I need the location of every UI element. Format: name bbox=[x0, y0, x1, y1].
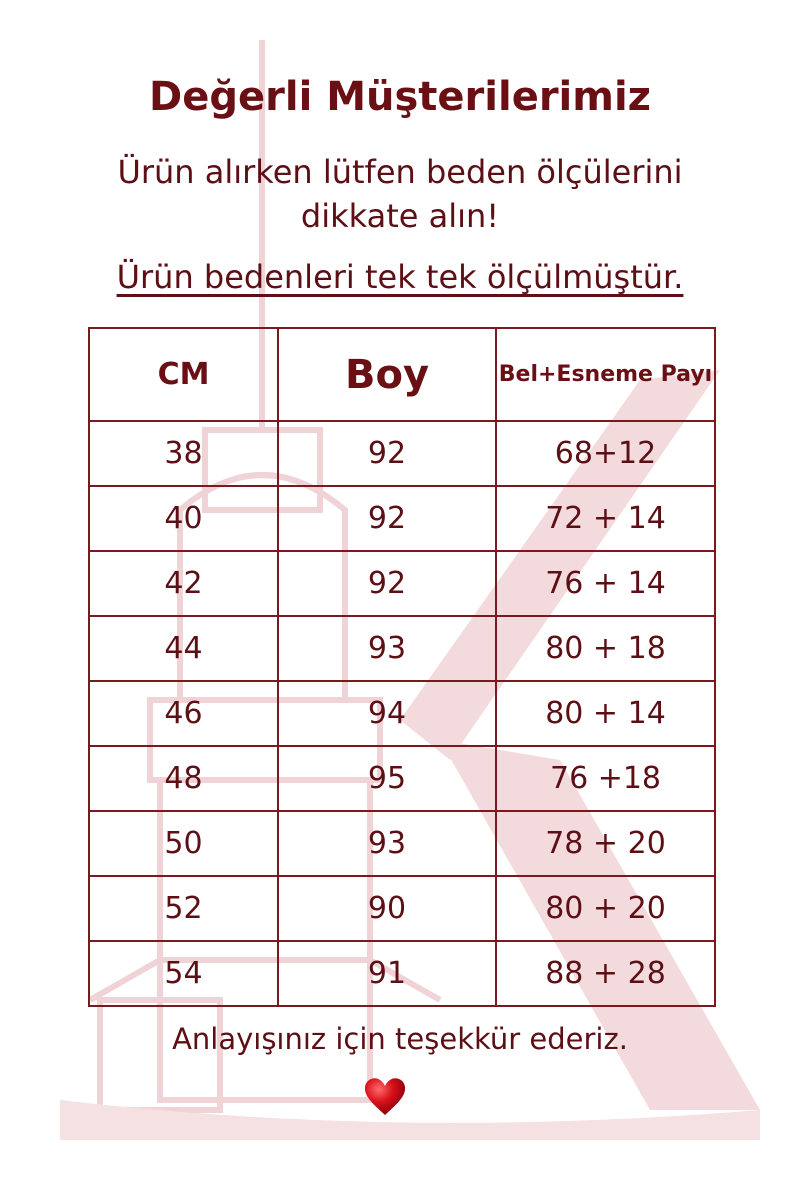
table-row: 48 95 76 +18 bbox=[88, 745, 716, 812]
table-row: 46 94 80 + 14 bbox=[88, 680, 716, 747]
table-row: 44 93 80 + 18 bbox=[88, 615, 716, 682]
header-bel: Bel+Esneme Payı bbox=[495, 327, 716, 422]
table-row: 42 92 76 + 14 bbox=[88, 550, 716, 617]
cell-boy: 95 bbox=[277, 745, 497, 812]
cell-cm: 38 bbox=[88, 420, 279, 487]
measurement-note: Ürün bedenleri tek tek ölçülmüştür. bbox=[116, 258, 684, 296]
cell-cm: 52 bbox=[88, 875, 279, 942]
cell-bel: 80 + 14 bbox=[495, 680, 716, 747]
cell-boy: 92 bbox=[277, 485, 497, 552]
cell-bel: 78 + 20 bbox=[495, 810, 716, 877]
cell-boy: 92 bbox=[277, 550, 497, 617]
table-row: 54 91 88 + 28 bbox=[88, 940, 716, 1007]
cell-cm: 44 bbox=[88, 615, 279, 682]
cell-bel: 72 + 14 bbox=[495, 485, 716, 552]
table-header-row: CM Boy Bel+Esneme Payı bbox=[88, 327, 716, 422]
cell-cm: 50 bbox=[88, 810, 279, 877]
cell-cm: 40 bbox=[88, 485, 279, 552]
cell-boy: 92 bbox=[277, 420, 497, 487]
cell-boy: 90 bbox=[277, 875, 497, 942]
cell-boy: 93 bbox=[277, 810, 497, 877]
table-row: 40 92 72 + 14 bbox=[88, 485, 716, 552]
table-row: 52 90 80 + 20 bbox=[88, 875, 716, 942]
header-cm: CM bbox=[88, 327, 279, 422]
cell-cm: 54 bbox=[88, 940, 279, 1007]
table-row: 50 93 78 + 20 bbox=[88, 810, 716, 877]
header-boy: Boy bbox=[277, 327, 497, 422]
cell-bel: 76 + 14 bbox=[495, 550, 716, 617]
cell-cm: 42 bbox=[88, 550, 279, 617]
cell-bel: 76 +18 bbox=[495, 745, 716, 812]
heart-icon bbox=[364, 1078, 406, 1115]
cell-cm: 46 bbox=[88, 680, 279, 747]
page-title: Değerli Müşterilerimiz bbox=[149, 74, 651, 120]
cell-bel: 88 + 28 bbox=[495, 940, 716, 1007]
thanks-text: Anlayışınız için teşekkür ederiz. bbox=[172, 1022, 628, 1056]
cell-boy: 91 bbox=[277, 940, 497, 1007]
cell-boy: 94 bbox=[277, 680, 497, 747]
size-table: CM Boy Bel+Esneme Payı 38 92 68+12 40 92 72 +… bbox=[88, 327, 716, 1007]
cell-bel: 80 + 18 bbox=[495, 615, 716, 682]
table-row: 38 92 68+12 bbox=[88, 420, 716, 487]
cell-bel: 80 + 20 bbox=[495, 875, 716, 942]
cell-cm: 48 bbox=[88, 745, 279, 812]
cell-boy: 93 bbox=[277, 615, 497, 682]
subtitle: Ürün alırken lütfen beden ölçülerini dik… bbox=[117, 153, 683, 235]
cell-bel: 68+12 bbox=[495, 420, 716, 487]
